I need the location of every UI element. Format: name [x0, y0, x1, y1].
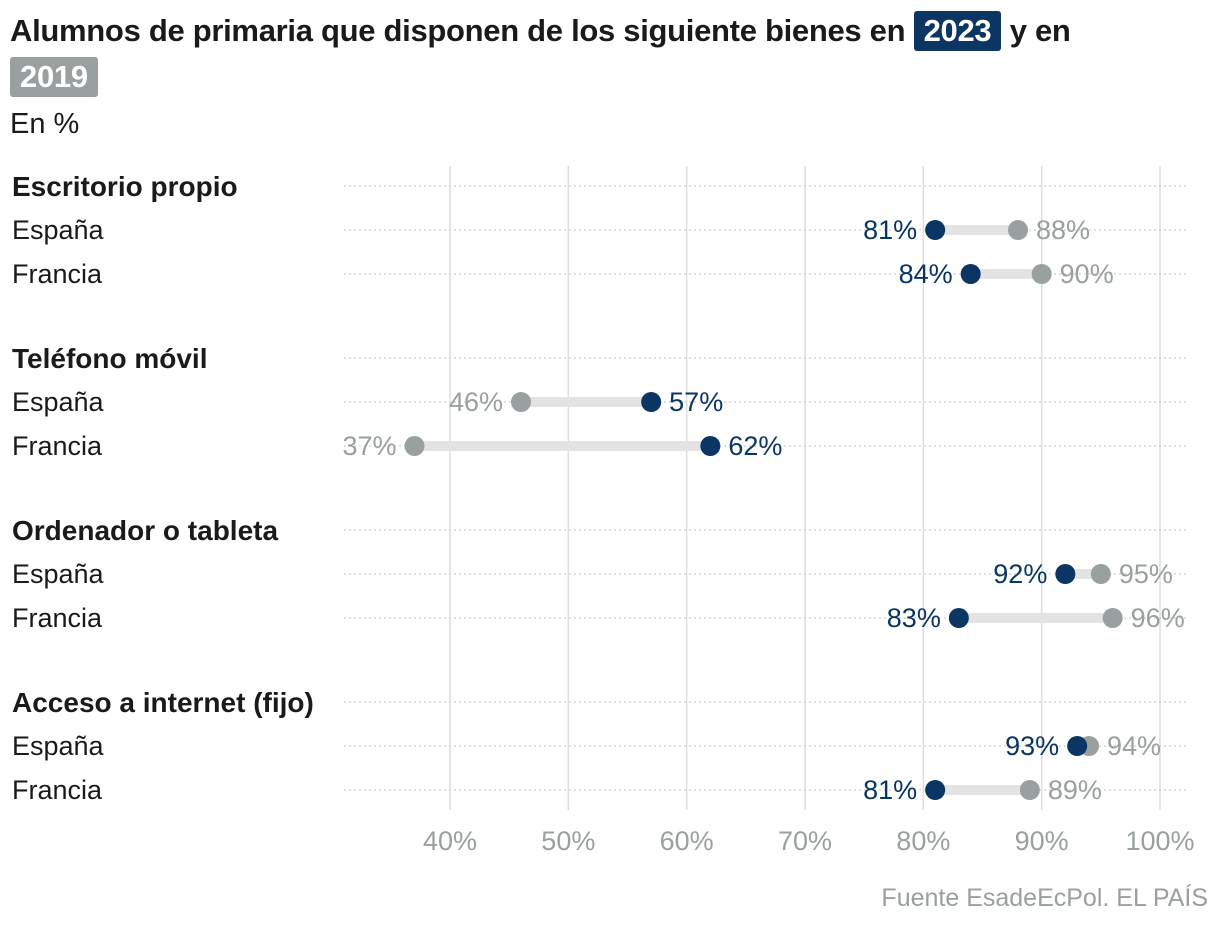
title-text: Alumnos de primaria que disponen de los … [10, 13, 906, 48]
group-label: Escritorio propio [12, 171, 238, 202]
value-label-2023: 93% [1005, 731, 1059, 761]
point-2023 [925, 220, 946, 240]
group-label: Acceso a internet (fijo) [12, 687, 314, 718]
value-label-2023: 83% [887, 603, 941, 633]
point-2023 [1067, 736, 1088, 756]
point-2019 [404, 436, 425, 456]
point-2023 [641, 392, 662, 412]
x-tick-label: 70% [778, 826, 832, 856]
value-label-2023: 57% [669, 387, 723, 417]
point-2019 [1102, 608, 1123, 628]
value-label-2019: 46% [449, 387, 503, 417]
value-label-2023: 81% [863, 775, 917, 805]
group-label: Teléfono móvil [12, 343, 208, 374]
row-label: España [12, 731, 105, 761]
row-label: Francia [12, 603, 103, 633]
value-label-2019: 88% [1036, 215, 1090, 245]
value-label-2019: 94% [1107, 731, 1161, 761]
value-label-2023: 92% [993, 559, 1047, 589]
value-label-2019: 90% [1060, 259, 1114, 289]
value-label-2023: 84% [899, 259, 953, 289]
legend-2019-badge: 2019 [10, 57, 98, 97]
row-label: Francia [12, 259, 103, 289]
legend-2023-badge: 2023 [913, 11, 1002, 51]
row-label: Francia [12, 775, 103, 805]
x-tick-label: 90% [1015, 826, 1069, 856]
chart-subtitle: En % [10, 108, 80, 140]
chart-title: Alumnos de primaria que disponen de los … [10, 8, 1210, 100]
point-2023 [960, 264, 981, 284]
x-tick-label: 60% [660, 826, 714, 856]
point-2019 [1031, 264, 1052, 284]
value-label-2023: 62% [728, 431, 782, 461]
value-label-2019: 37% [342, 431, 396, 461]
x-tick-label: 100% [1125, 826, 1194, 856]
title-conjunction: y en [1009, 13, 1071, 48]
value-label-2019: 89% [1048, 775, 1102, 805]
point-2023 [948, 608, 969, 628]
point-2019 [1090, 564, 1111, 584]
point-2019 [511, 392, 531, 412]
point-2019 [1008, 220, 1028, 240]
source-credit: Fuente EsadeEcPol. EL PAÍS [881, 884, 1208, 912]
value-label-2019: 96% [1131, 603, 1185, 633]
point-2019 [1019, 780, 1040, 800]
row-label: España [12, 215, 105, 245]
row-label: Francia [12, 431, 103, 461]
x-tick-label: 40% [423, 826, 477, 856]
value-label-2019: 95% [1119, 559, 1173, 589]
x-tick-label: 50% [541, 826, 595, 856]
point-2023 [1055, 564, 1076, 584]
value-label-2023: 81% [863, 215, 917, 245]
point-2023 [925, 780, 946, 800]
group-label: Ordenador o tableta [12, 515, 278, 546]
row-label: España [12, 559, 105, 589]
row-label: España [12, 387, 105, 417]
x-tick-label: 80% [896, 826, 950, 856]
point-2023 [700, 436, 721, 456]
